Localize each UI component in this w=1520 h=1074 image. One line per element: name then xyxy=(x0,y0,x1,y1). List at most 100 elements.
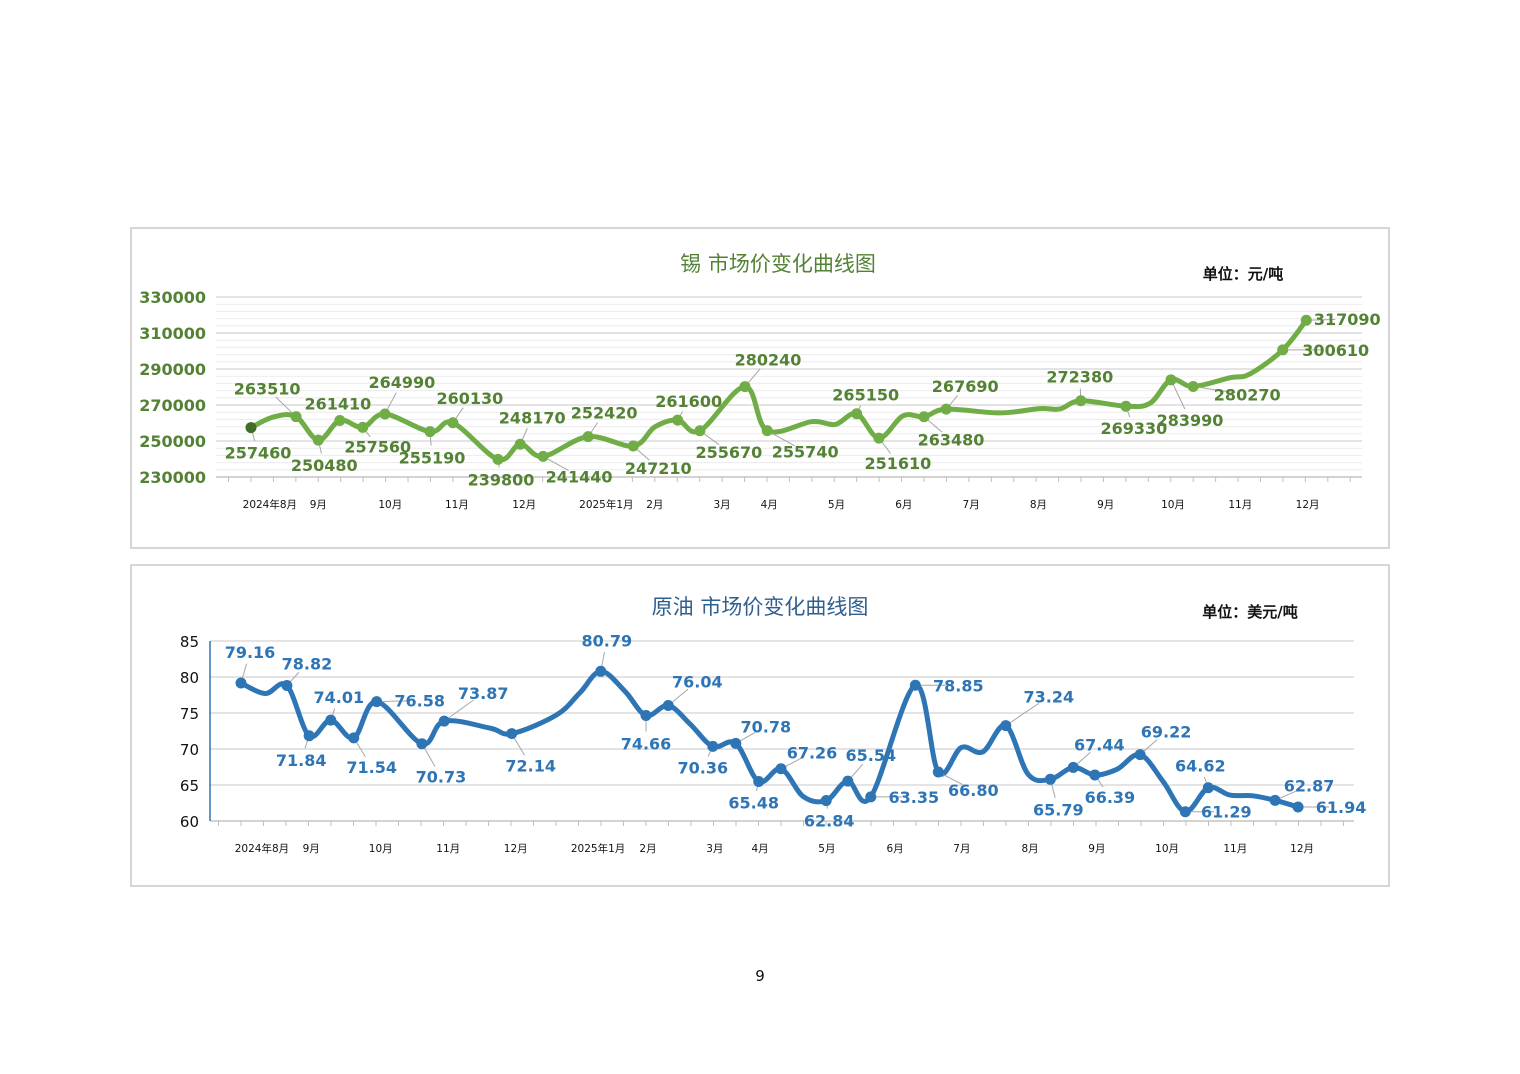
data-point xyxy=(1000,720,1012,732)
x-tick-label: 6月 xyxy=(895,499,912,511)
data-point xyxy=(348,732,360,744)
x-tick-label: 12月 xyxy=(1290,843,1314,855)
data-label: 76.04 xyxy=(672,673,723,692)
data-label: 300610 xyxy=(1302,341,1369,360)
data-point xyxy=(438,715,450,727)
data-label: 264990 xyxy=(369,373,436,392)
x-tick-label: 2月 xyxy=(639,843,656,855)
data-point xyxy=(627,440,639,452)
data-label: 65.48 xyxy=(728,794,779,813)
tin-chart: 330000 310000 290000 270000 250000 230000 2024… xyxy=(139,288,1380,511)
data-point xyxy=(940,403,952,415)
data-label: 66.80 xyxy=(948,781,999,800)
data-point xyxy=(739,381,751,393)
data-point xyxy=(325,714,337,726)
data-label: 280270 xyxy=(1214,386,1281,405)
data-label: 79.16 xyxy=(225,643,276,662)
x-tick-label: 10月 xyxy=(1155,843,1179,855)
y-tick-label: 65 xyxy=(180,777,199,795)
data-point xyxy=(290,411,302,423)
data-label: 257460 xyxy=(225,444,292,463)
x-tick-label: 11月 xyxy=(1223,843,1247,855)
data-label: 283990 xyxy=(1157,411,1224,430)
data-label: 71.84 xyxy=(276,751,327,770)
data-label: 61.94 xyxy=(1316,798,1367,817)
data-point xyxy=(506,728,518,740)
data-label: 72.14 xyxy=(505,757,556,776)
data-point xyxy=(1202,782,1214,794)
x-tick-label: 2025年1月 xyxy=(579,498,633,511)
x-tick-label: 10月 xyxy=(369,843,393,855)
x-tick-label: 10月 xyxy=(378,499,402,511)
data-label: 65.54 xyxy=(846,746,897,765)
data-label: 241440 xyxy=(546,467,613,486)
x-tick-label: 2024年8月 xyxy=(235,842,289,855)
x-tick-label: 3月 xyxy=(706,843,723,855)
x-tick-label: 9月 xyxy=(303,843,320,855)
x-tick-label: 5月 xyxy=(828,499,845,511)
x-tick-label: 7月 xyxy=(963,499,980,511)
data-label: 74.66 xyxy=(621,734,672,753)
data-point xyxy=(1277,344,1289,356)
data-label: 257560 xyxy=(344,437,411,456)
data-point xyxy=(1187,381,1199,393)
x-tick-label: 11月 xyxy=(445,499,469,511)
x-tick-label: 2024年8月 xyxy=(243,498,297,511)
y-tick-label: 80 xyxy=(180,669,199,687)
data-label: 265150 xyxy=(832,386,899,405)
data-point xyxy=(1134,749,1146,761)
tin-unit-label: 单位：元/吨 xyxy=(1203,265,1283,283)
data-label: 252420 xyxy=(571,404,638,423)
x-tick-label: 8月 xyxy=(1030,499,1047,511)
data-label: 263510 xyxy=(234,380,301,399)
x-tick-label: 7月 xyxy=(953,843,970,855)
data-point xyxy=(245,422,257,434)
data-point xyxy=(1075,395,1087,407)
x-tick-label: 9月 xyxy=(310,499,327,511)
data-label: 61.29 xyxy=(1201,803,1252,822)
x-tick-label: 2025年1月 xyxy=(571,842,625,855)
data-point xyxy=(775,763,787,775)
data-label: 261410 xyxy=(304,394,371,413)
x-tick-label: 10月 xyxy=(1161,499,1185,511)
data-point xyxy=(1089,769,1101,781)
data-point xyxy=(753,776,765,788)
data-point xyxy=(235,677,247,689)
data-point xyxy=(694,425,706,437)
data-label: 67.26 xyxy=(787,744,838,763)
data-point xyxy=(1044,773,1056,785)
data-label: 69.22 xyxy=(1141,723,1192,742)
data-point xyxy=(379,408,391,420)
data-point xyxy=(1292,801,1304,813)
data-label: 255190 xyxy=(399,449,466,468)
y-tick-label: 75 xyxy=(180,705,199,723)
data-label: 317090 xyxy=(1314,310,1381,329)
tin-chart-title: 锡 市场价变化曲线图 xyxy=(680,252,876,276)
data-point xyxy=(281,679,293,691)
y-tick-label: 270000 xyxy=(139,396,206,415)
leader-line xyxy=(1005,702,1040,727)
data-point xyxy=(1179,806,1191,818)
x-tick-label: 9月 xyxy=(1088,843,1105,855)
y-tick-label: 85 xyxy=(180,633,199,651)
data-label: 78.85 xyxy=(933,676,984,695)
data-label: 263480 xyxy=(918,431,985,450)
data-label: 63.35 xyxy=(888,788,939,807)
y-tick-label: 230000 xyxy=(139,468,206,487)
y-tick-label: 70 xyxy=(180,741,199,759)
data-label: 73.24 xyxy=(1023,688,1074,707)
data-point xyxy=(730,737,742,749)
x-tick-label: 4月 xyxy=(761,499,778,511)
y-tick-label: 250000 xyxy=(139,432,206,451)
oil-chart: 85 80 75 70 65 60 2024年8月 9月 10月 11月 12月 2025年1月 2月 3… xyxy=(180,631,1366,855)
data-label: 67.44 xyxy=(1074,735,1125,754)
data-point xyxy=(537,450,549,462)
data-label: 66.39 xyxy=(1085,788,1136,807)
x-tick-label: 2月 xyxy=(646,499,663,511)
x-tick-label: 4月 xyxy=(751,843,768,855)
data-point xyxy=(662,700,674,712)
data-point xyxy=(820,795,832,807)
data-label: 250480 xyxy=(291,456,358,475)
x-tick-label: 11月 xyxy=(1228,499,1252,511)
